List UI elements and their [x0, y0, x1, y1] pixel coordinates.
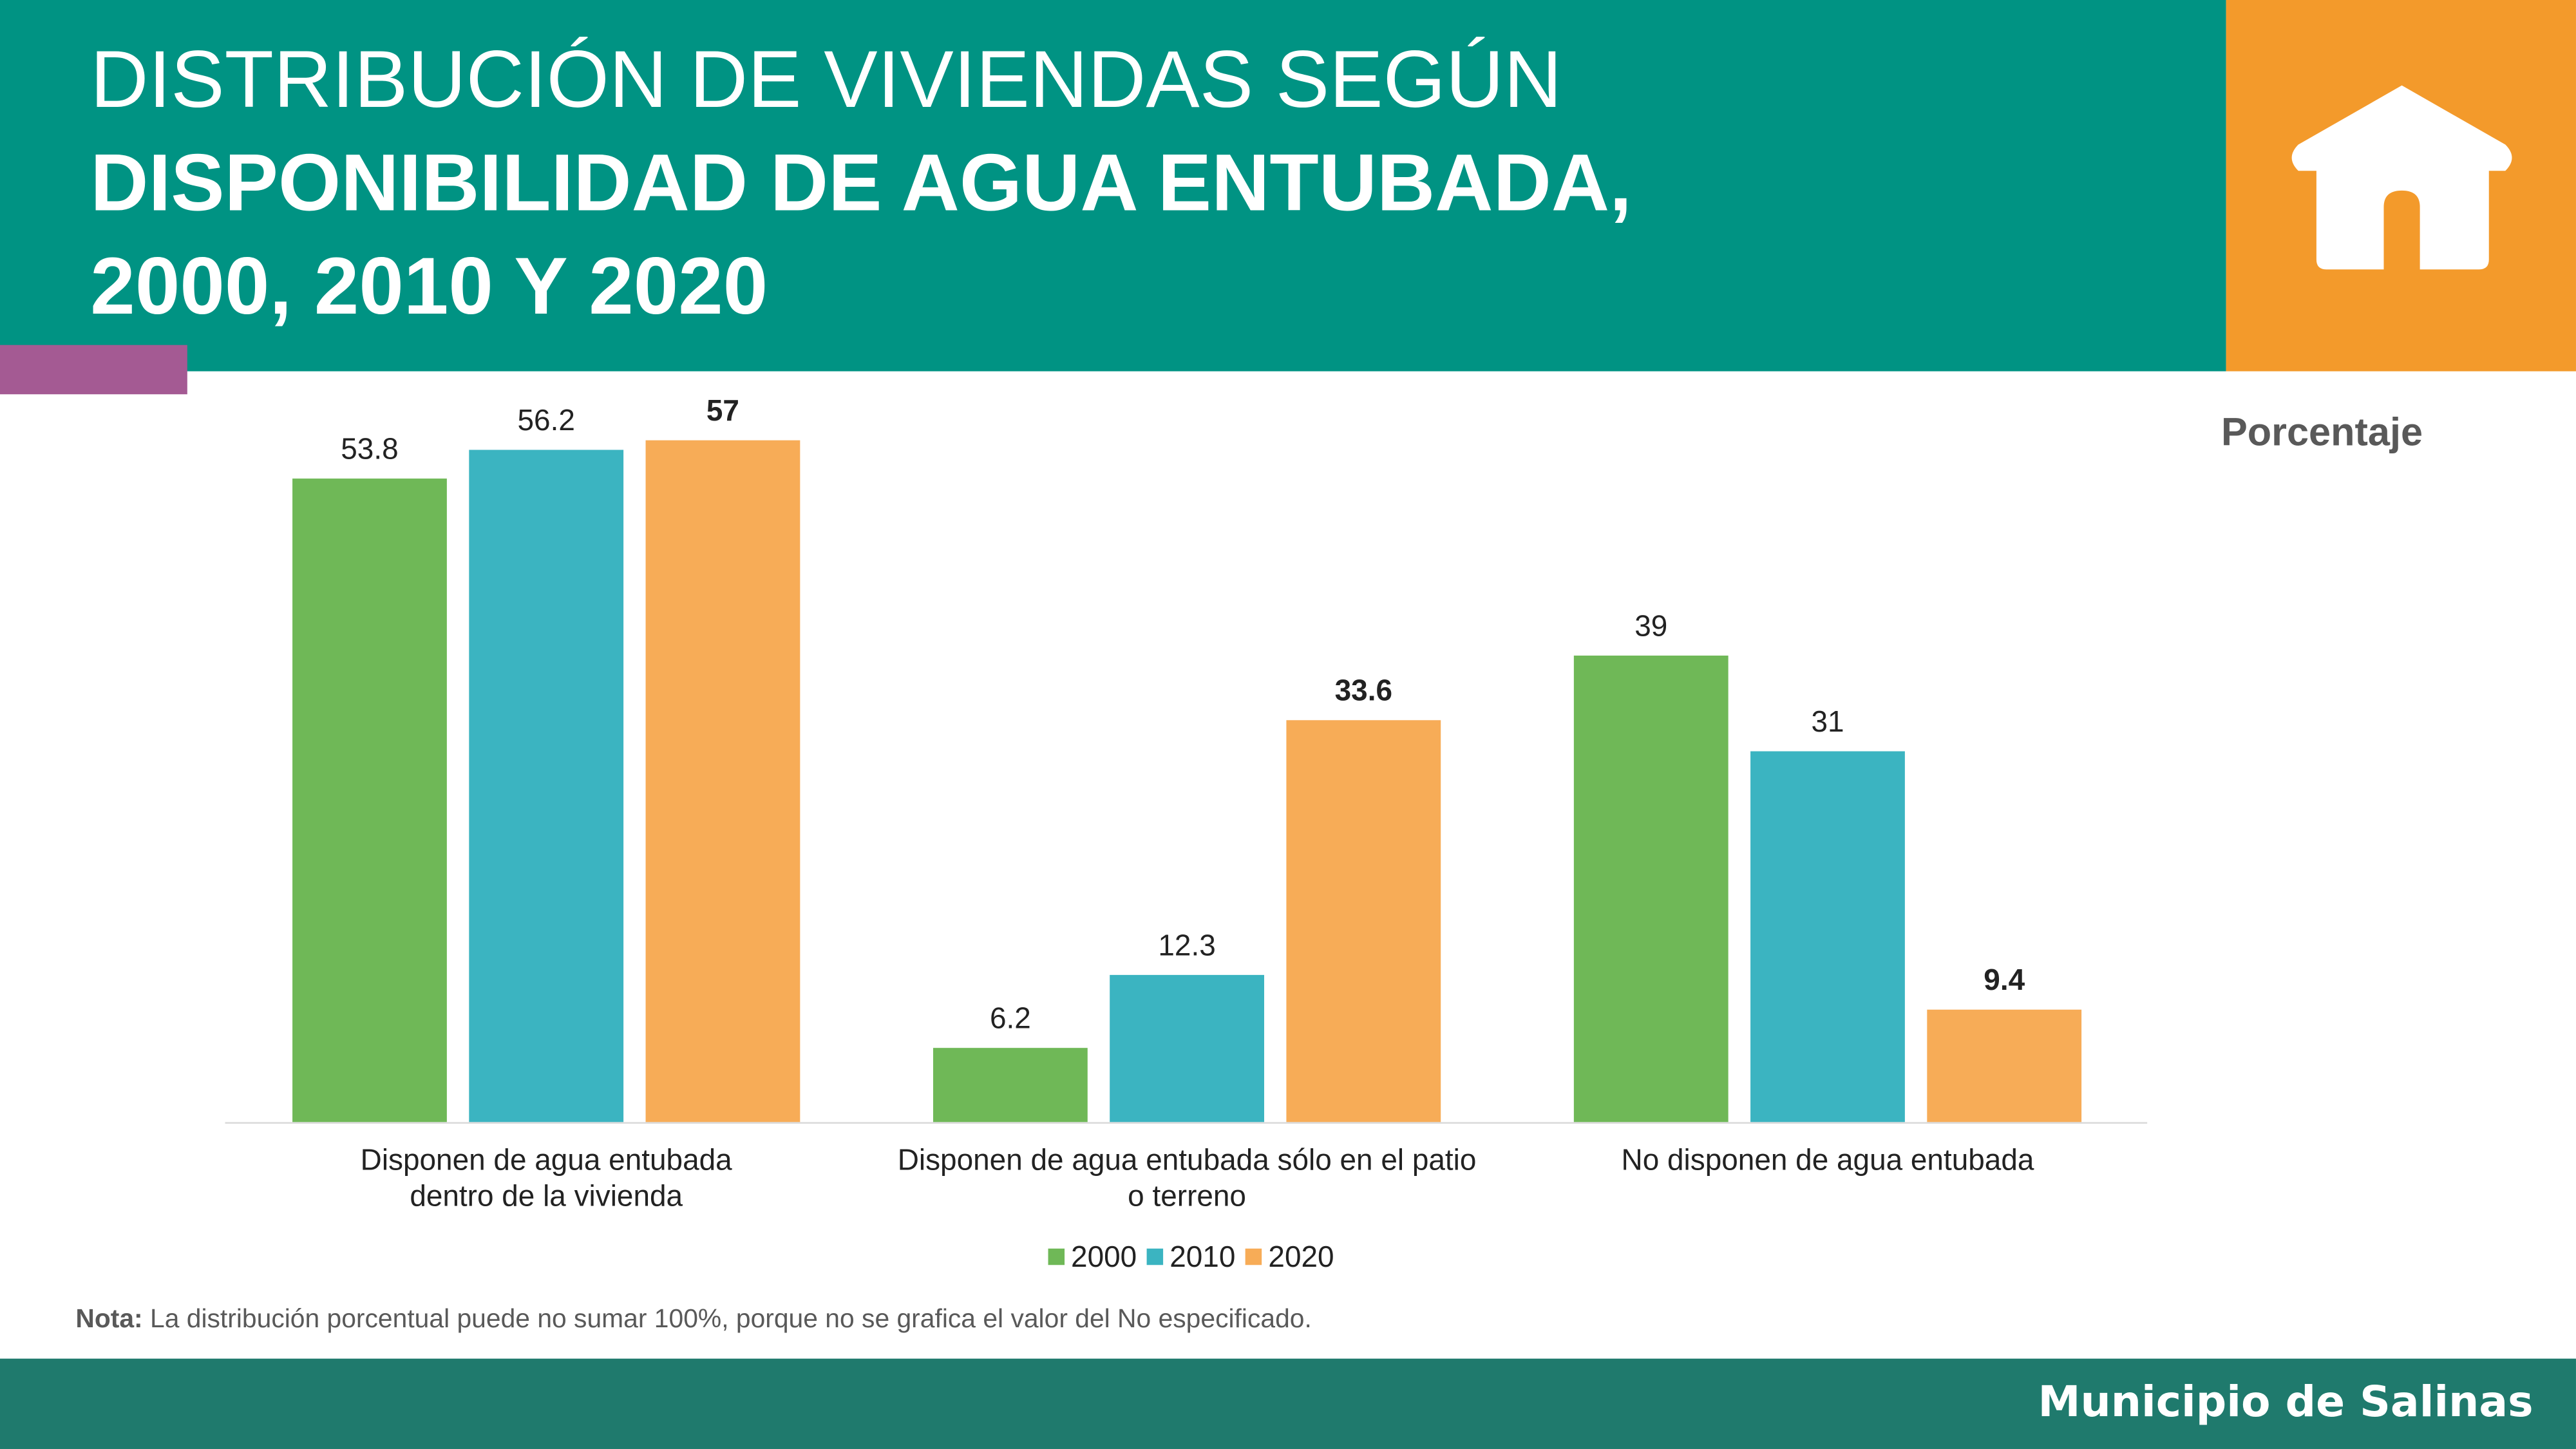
note-text: La distribución porcentual puede no suma…	[142, 1306, 1312, 1334]
title-line-1: DISTRIBUCIÓN DE VIVIENDAS SEGÚN	[90, 36, 1562, 125]
data-label: 53.8	[341, 431, 398, 465]
title-line-3: 2000, 2010 Y 2020	[90, 243, 768, 332]
bar-2010-1	[1110, 974, 1264, 1122]
note: Nota: La distribución porcentual puede n…	[75, 1306, 1311, 1336]
bar-2010-0	[469, 450, 624, 1122]
legend-item-2010: 2010	[1146, 1239, 1236, 1274]
title-line-2: DISPONIBILIDAD DE AGUA ENTUBADA,	[90, 139, 1632, 229]
footer-text: Municipio de Salinas	[2038, 1378, 2533, 1428]
bar-2000-0	[292, 478, 447, 1122]
bar-2020-1	[1286, 720, 1441, 1122]
legend-swatch	[1048, 1248, 1065, 1265]
data-label: 31	[1811, 705, 1844, 738]
legend-swatch	[1245, 1248, 1262, 1265]
data-label: 57	[706, 393, 739, 427]
header-band: DISTRIBUCIÓN DE VIVIENDAS SEGÚN DISPONIB…	[0, 0, 2226, 372]
category-label-line: o terreno	[1128, 1179, 1246, 1213]
legend-label: 2010	[1170, 1239, 1236, 1273]
category-label-line: No disponen de agua entubada	[1621, 1143, 2034, 1177]
house-icon	[2291, 85, 2512, 270]
bar-2000-1	[933, 1048, 1088, 1122]
legend: 2000 2010 2020	[0, 1238, 2382, 1274]
data-label: 6.2	[990, 1001, 1031, 1035]
bar-2020-2	[1927, 1009, 2082, 1122]
category-label-line: Disponen de agua entubada	[360, 1143, 732, 1177]
category-label: No disponen de agua entubada	[1499, 1142, 2156, 1178]
category-label-line: Disponen de agua entubada sólo en el pat…	[897, 1143, 1477, 1177]
data-label: 39	[1634, 609, 1667, 642]
data-label: 12.3	[1158, 928, 1215, 961]
data-label: 9.4	[1984, 963, 2025, 996]
legend-item-2000: 2000	[1048, 1240, 1137, 1274]
unit-label: Porcentaje	[2221, 410, 2423, 455]
bar-2020-0	[645, 440, 800, 1122]
data-label: 56.2	[518, 403, 575, 437]
icon-box	[2226, 0, 2576, 372]
bar-2010-2	[1750, 751, 1905, 1122]
data-label: 33.6	[1335, 674, 1392, 707]
category-label: Disponen de agua entubada dentro de la vi…	[218, 1142, 875, 1214]
category-label-line: dentro de la vivienda	[410, 1179, 683, 1213]
note-label: Nota:	[75, 1306, 143, 1334]
bar-2000-2	[1573, 655, 1728, 1122]
legend-label: 2020	[1268, 1239, 1334, 1273]
accent-bar	[0, 345, 187, 395]
footer: Municipio de Salinas	[0, 1358, 2576, 1449]
legend-item-2020: 2020	[1245, 1240, 1334, 1274]
category-label: Disponen de agua entubada sólo en el pat…	[858, 1142, 1515, 1214]
legend-swatch	[1146, 1248, 1164, 1265]
legend-label: 2000	[1071, 1239, 1137, 1273]
